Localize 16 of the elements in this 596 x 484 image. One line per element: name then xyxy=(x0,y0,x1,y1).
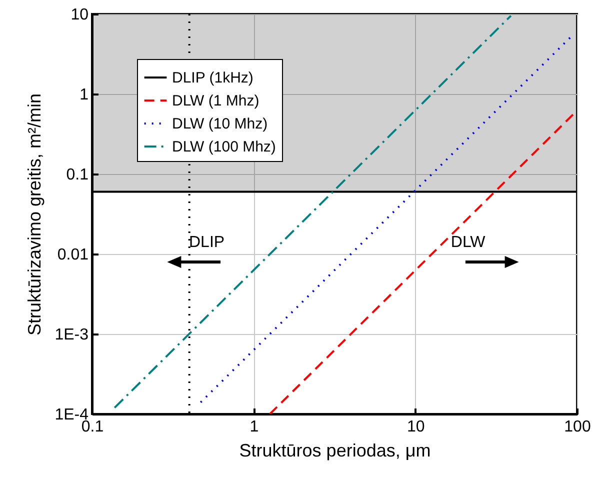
legend-label: DLW (100 Mhz) xyxy=(172,138,276,156)
y-tick-label: 1 xyxy=(80,86,89,104)
y-axis-title: Struktūrizavimo greitis, m²/min xyxy=(24,93,45,336)
y-tick-label: 0.01 xyxy=(57,246,89,264)
legend-label: DLW (10 Mhz) xyxy=(172,116,268,132)
x-tick-label: 10 xyxy=(406,418,425,436)
legend-label: DLIP (1kHz) xyxy=(172,70,254,86)
annotation: DLIP xyxy=(189,234,225,251)
x-tick-label: 1 xyxy=(250,418,259,436)
x-axis-title: Struktūros periodas, μm xyxy=(239,440,431,460)
legend-label: DLW (1 Mhz) xyxy=(172,92,260,110)
x-tick-label: 100 xyxy=(564,418,591,436)
y-tick-label: 0.1 xyxy=(66,166,89,184)
annotation: DLW xyxy=(450,234,486,251)
y-tick-label: 10 xyxy=(70,6,89,24)
y-tick-label: 1E-3 xyxy=(54,326,89,344)
